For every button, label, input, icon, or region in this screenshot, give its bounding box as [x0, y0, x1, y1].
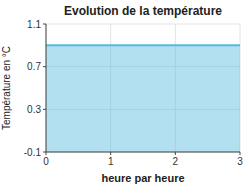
x-tick	[240, 152, 241, 155]
chart-svg: 0 1 2 3 -0.1 0.3 0.7 1.1 Evolution de la tempéra…	[0, 0, 250, 188]
x-tick	[110, 152, 111, 155]
y-axis-label: Température en °C	[1, 46, 12, 130]
y-grid-line	[46, 24, 240, 25]
x-tick	[175, 152, 176, 155]
x-axis-label: heure par heure	[101, 172, 184, 184]
y-tick-label: 1.1	[27, 19, 41, 30]
plot-area	[46, 45, 240, 152]
y-tick	[43, 109, 46, 110]
grid	[46, 24, 240, 152]
x-tick-label: 1	[108, 156, 114, 167]
y-axis-line	[46, 24, 47, 152]
x-axis-line	[46, 152, 240, 153]
y-tick	[43, 24, 46, 25]
x-tick-label: 0	[43, 156, 49, 167]
x-grid-line	[46, 24, 47, 152]
chart-container: 0 1 2 3 -0.1 0.3 0.7 1.1 Evolution de la tempéra…	[0, 0, 250, 188]
y-tick	[43, 152, 46, 153]
y-tick-label: 0.3	[27, 104, 41, 115]
x-tick-label: 2	[173, 156, 179, 167]
y-tick-label: -0.1	[24, 147, 42, 158]
area-line	[46, 44, 240, 46]
plot-background	[46, 24, 240, 152]
y-tick-label: 0.7	[27, 61, 41, 72]
y-grid-line	[46, 152, 240, 153]
y-tick	[43, 66, 46, 67]
area-fill	[46, 45, 240, 152]
chart-title: Evolution de la température	[64, 4, 222, 18]
x-tick-label: 3	[237, 156, 243, 167]
